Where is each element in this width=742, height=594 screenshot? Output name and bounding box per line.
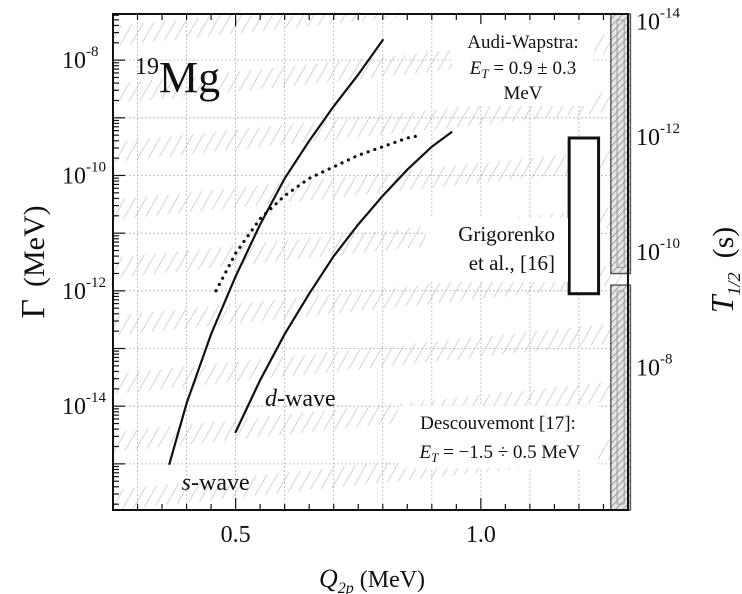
- audi-wapstra-line3: MeV: [503, 83, 542, 104]
- right-axis-symbol: T: [704, 293, 740, 313]
- x-axis-title: Q2p (MeV): [319, 564, 425, 594]
- x-axis-symbol: Q: [319, 564, 338, 593]
- s-wave-rest: -wave: [191, 470, 250, 496]
- x-tick-labels: 0.5 1.0: [221, 522, 496, 548]
- y-tick-label: 10-10: [62, 159, 106, 189]
- audi-wapstra-line2: ET = 0.9 ± 0.3: [469, 58, 577, 81]
- aw-symbol: E: [469, 58, 482, 79]
- range-bar-inner: [616, 290, 625, 505]
- nucleus-element: Mg: [159, 53, 220, 102]
- nucleus-label: 19Mg: [135, 53, 220, 102]
- range-bar-grigorenko: [567, 136, 601, 296]
- series-layer: [168, 38, 453, 465]
- hatch-band: [113, 148, 628, 220]
- y-axis-title: Γ (MeV): [15, 205, 52, 318]
- grigorenko-line2: et al., [16]: [469, 251, 555, 275]
- x-axis-unit: (MeV): [360, 567, 425, 593]
- right-tick-labels: 10-14 10-12 10-10 10-8: [636, 5, 680, 381]
- descouvemont-backdrop: [398, 406, 598, 468]
- descouvemont-annotation: Descouvemont [17]: ET = −1.5 ÷ 0.5 MeV: [398, 406, 598, 468]
- hatch-band: [113, 380, 628, 452]
- audi-wapstra-backdrop: [452, 24, 594, 106]
- y-tick-label: 10-14: [62, 390, 106, 420]
- d-wave-label: d-wave: [265, 386, 336, 412]
- y-tick-labels: 10-8 10-10 10-12 10-14: [62, 44, 106, 420]
- x-axis-subscript: 2p: [338, 580, 354, 594]
- audi-wapstra-line1: Audi-Wapstra:: [467, 32, 578, 53]
- d-wave-rest: -wave: [277, 386, 336, 412]
- y-axis-symbol: Γ: [15, 299, 52, 319]
- right-axis-subscript: 1/2: [724, 272, 742, 295]
- aw-value: = 0.9 ± 0.3: [489, 58, 577, 79]
- bars-layer: [567, 13, 632, 511]
- series-line-d-wave: [234, 131, 453, 434]
- descouvemont-line1: Descouvemont [17]:: [420, 413, 576, 434]
- right-tick-label: 10-12: [636, 121, 680, 151]
- series-line-dotted-curve: [214, 133, 424, 293]
- audi-wapstra-annotation: Audi-Wapstra: ET = 0.9 ± 0.3 MeV: [452, 24, 594, 106]
- d-wave-italic: d: [265, 386, 278, 412]
- plot-frame: [112, 13, 629, 511]
- x-tick-label: 1.0: [466, 522, 496, 548]
- s-wave-italic: s: [182, 470, 191, 496]
- desc-value: = −1.5 ÷ 0.5 MeV: [438, 442, 580, 463]
- grigorenko-annotation: Grigorenko et al., [16]: [426, 218, 568, 282]
- right-axis-title: T1/2 (s): [704, 227, 742, 313]
- range-bar-inner: [616, 19, 625, 269]
- grigorenko-backdrop: [426, 218, 568, 282]
- y-tick-label: 10-12: [62, 275, 106, 305]
- s-wave-label: s-wave: [182, 470, 250, 496]
- hatch-band: [113, 14, 430, 46]
- nucleus-mass: 19: [135, 54, 159, 80]
- right-tick-label: 10-10: [636, 236, 680, 266]
- desc-subscript: T: [431, 450, 439, 465]
- right-tick-label: 10-8: [636, 352, 673, 382]
- aw-subscript: T: [481, 66, 489, 81]
- y-tick-label: 10-8: [62, 44, 99, 74]
- desc-symbol: E: [418, 442, 431, 463]
- descouvemont-line2: ET = −1.5 ÷ 0.5 MeV: [418, 442, 580, 465]
- grigorenko-line1: Grigorenko: [458, 222, 555, 246]
- right-tick-label: 10-14: [636, 5, 680, 35]
- x-tick-label: 0.5: [221, 522, 251, 548]
- right-axis-unit: (s): [707, 227, 740, 259]
- series-line-s-wave: [168, 38, 384, 465]
- hatch-band: [113, 90, 628, 162]
- hatch-band: [113, 322, 628, 394]
- y-axis-unit: (MeV): [18, 205, 51, 287]
